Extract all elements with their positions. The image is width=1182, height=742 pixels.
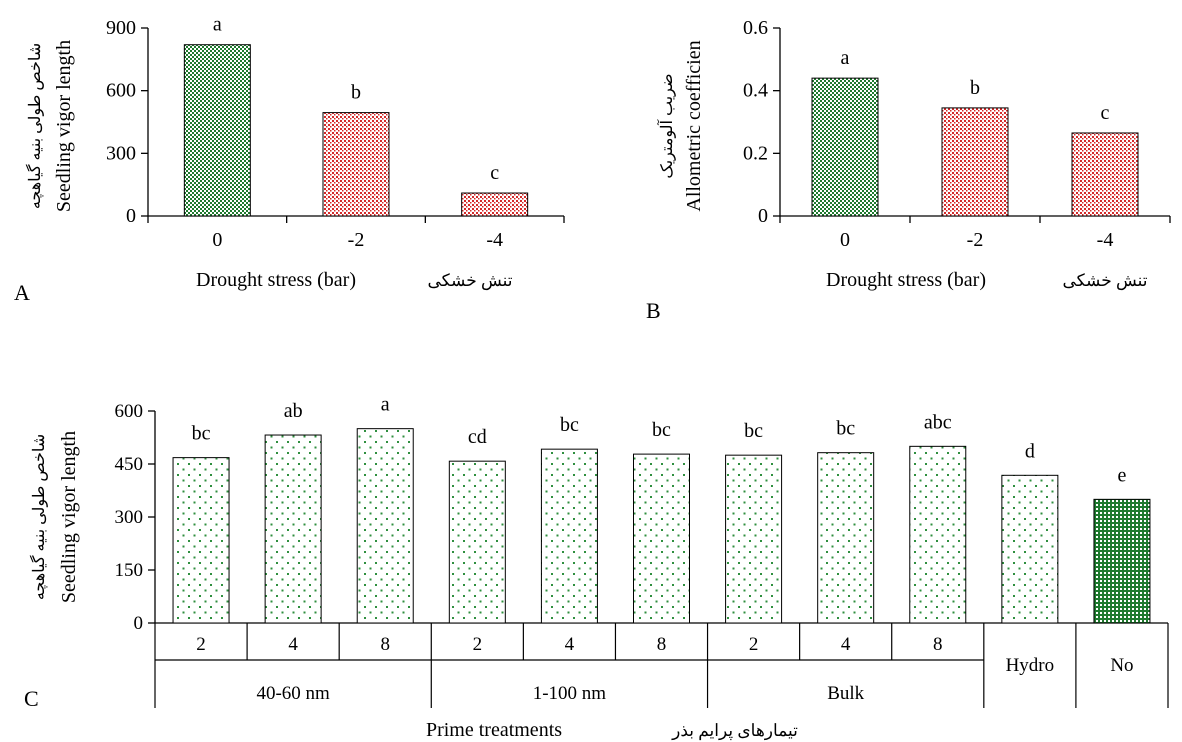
y-tick-label: 0 [126, 205, 136, 227]
significance-letter: b [970, 77, 980, 99]
bar [183, 44, 251, 217]
chart-a: 0 300 600 900 a 0 b -2 c -4 Drought stress (bar) تن… [14, 14, 565, 305]
y-tick-label: 0.2 [743, 142, 768, 164]
bar [941, 107, 1009, 217]
x-tick-label: 0 [840, 229, 850, 251]
significance-letter: bc [560, 414, 579, 436]
bar [322, 112, 390, 217]
panel-label: A [14, 280, 30, 305]
significance-letter: a [841, 47, 850, 69]
significance-letter: ab [284, 400, 303, 422]
bar [448, 460, 506, 624]
significance-letter: abc [924, 411, 952, 433]
y-axis-title: Allometric coefficien [683, 40, 705, 211]
y-tick-label: 600 [106, 80, 136, 102]
y-tick-label: 150 [115, 560, 144, 581]
bar [817, 452, 875, 624]
y-tick-label: 300 [115, 507, 144, 528]
x-tick-label: 4 [565, 634, 575, 655]
significance-letter: d [1025, 440, 1035, 462]
chart-b: 0 0.2 0.4 0.6 a 0 b -2 c -4 Drought stress (bar) تن… [646, 17, 1171, 323]
y-tick-label: 0.6 [743, 17, 768, 39]
x-tick-label: 8 [380, 634, 390, 655]
bar [725, 454, 783, 624]
x-tick-label: 2 [749, 634, 759, 655]
x-tick-label: 2 [473, 634, 483, 655]
y-tick-label: 300 [106, 142, 136, 164]
x-tick-label: 8 [933, 634, 943, 655]
group-label: 40-60 nm [256, 683, 330, 704]
y-tick-label: 0 [134, 613, 144, 634]
bar [633, 453, 690, 624]
y-axis-title: Seedling vigor length [58, 431, 80, 603]
significance-letter: c [490, 162, 499, 184]
bar [540, 448, 598, 624]
group-label: 1-100 nm [533, 683, 607, 704]
y-axis-title-persian: ضریب آلومتریک [656, 73, 676, 178]
bar [1071, 132, 1139, 217]
x-tick-label: -4 [486, 229, 503, 251]
significance-letter: b [351, 82, 361, 104]
y-axis-title-persian: شاخص طولی بنیه گیاهچه [25, 43, 44, 209]
y-tick-label: 600 [115, 401, 144, 422]
significance-letter: a [213, 14, 222, 36]
significance-letter: bc [836, 418, 855, 440]
bar [172, 457, 230, 624]
significance-letter: bc [744, 420, 763, 442]
significance-letter: bc [192, 423, 211, 445]
bar [264, 434, 322, 624]
y-tick-label: 450 [115, 454, 144, 475]
bar [909, 445, 967, 624]
group-label: Bulk [827, 683, 864, 704]
y-axis-title-persian: شاخص طولی بنیه گیاهچه [29, 434, 48, 600]
y-tick-label: 0.4 [743, 80, 768, 102]
x-axis-title-persian: تنش خشکی [1062, 271, 1147, 291]
x-axis-title: Prime treatments [426, 719, 562, 741]
x-tick-label: 4 [288, 634, 298, 655]
x-tick-label: 4 [841, 634, 851, 655]
y-tick-label: 0 [758, 205, 768, 227]
significance-letter: e [1118, 464, 1127, 486]
chart-c: 0 150 300 450 600 bc 2 ab 4 a 8 cd 2 bc 4 bc 8 bc 2 bc 4 abc 8… [24, 394, 1169, 741]
y-tick-label: 900 [106, 17, 136, 39]
x-tick-label: 0 [212, 229, 222, 251]
x-tick-label: -2 [348, 229, 365, 251]
group-label: Hydro [1006, 655, 1055, 676]
x-tick-label: -4 [1097, 229, 1114, 251]
x-tick-label: -2 [967, 229, 984, 251]
significance-letter: c [1101, 102, 1110, 124]
bar [1093, 498, 1151, 624]
significance-letter: a [381, 394, 390, 416]
bar [356, 428, 414, 624]
x-tick-label: 2 [196, 634, 206, 655]
x-axis-title: Drought stress (bar) [826, 269, 986, 291]
significance-letter: cd [468, 426, 487, 448]
bar [811, 77, 879, 217]
panel-label: C [24, 686, 39, 711]
x-axis-title: Drought stress (bar) [196, 269, 356, 291]
group-label: No [1110, 655, 1133, 676]
significance-letter: bc [652, 419, 671, 441]
bar [461, 192, 529, 217]
x-axis-title-persian: تنش خشکی [427, 271, 512, 291]
y-axis-title: Seedling vigor length [53, 40, 75, 212]
x-tick-label: 8 [657, 634, 667, 655]
x-axis-title-persian: تیمارهای پرایم بذر [671, 721, 798, 741]
panel-label: B [646, 298, 661, 323]
bar [1001, 474, 1059, 624]
